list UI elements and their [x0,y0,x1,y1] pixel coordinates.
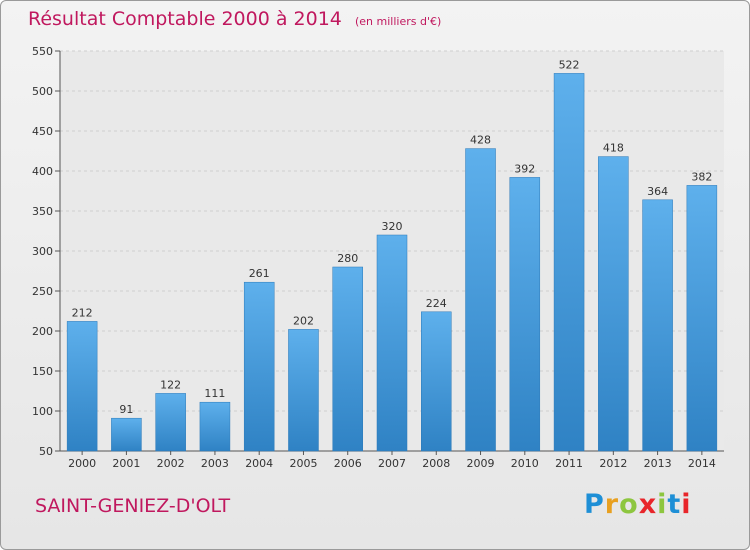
proxiti-logo: Proxiti [584,489,692,520]
x-tick-label: 2008 [422,457,450,470]
x-tick-label: 2004 [245,457,273,470]
x-tick-label: 2003 [201,457,229,470]
x-tick-label: 2002 [157,457,185,470]
bar [598,156,629,452]
data-label: 111 [204,387,225,400]
logo-letter: i [681,489,692,520]
data-label: 212 [72,306,93,319]
bar [199,401,231,452]
title-main: Résultat Comptable 2000 à 2014 [28,8,342,30]
bar [465,148,496,452]
chart-title: Résultat Comptable 2000 à 2014 (en milli… [28,8,441,30]
logo-letter: P [584,489,605,520]
data-label: 261 [249,267,270,280]
bar [288,329,319,452]
x-tick-label: 2012 [599,457,627,470]
y-tick-label: 350 [32,205,53,218]
x-tick-label: 2014 [688,457,716,470]
y-tick-label: 450 [32,125,53,138]
bar [332,266,363,452]
logo-letter: t [667,489,682,520]
bar [553,73,585,452]
bar [243,281,275,452]
bar [66,321,98,452]
location-name: SAINT-GENIEZ-D'OLT [35,495,231,517]
y-tick-label: 100 [32,405,53,418]
logo-letter: i [657,489,668,520]
data-label: 91 [119,403,133,416]
data-label: 522 [559,58,580,71]
data-label: 364 [647,185,668,198]
x-tick-label: 2013 [644,457,672,470]
data-label: 392 [514,162,535,175]
logo-letter: r [604,489,620,520]
data-label: 280 [337,252,358,265]
x-tick-label: 2001 [112,457,140,470]
x-tick-label: 2009 [467,457,495,470]
y-tick-label: 500 [32,85,53,98]
y-tick-label: 150 [32,365,53,378]
x-tick-label: 2007 [378,457,406,470]
bar [509,177,541,452]
data-label: 382 [691,170,712,183]
logo-letter: x [638,489,658,520]
bar [686,185,718,452]
data-label: 202 [293,314,314,327]
bar [376,234,408,452]
x-tick-label: 2000 [68,457,96,470]
data-label: 428 [470,134,491,147]
x-tick-label: 2011 [555,457,583,470]
y-tick-label: 550 [32,45,53,58]
data-label: 320 [382,220,403,233]
bar [155,393,186,452]
data-label: 224 [426,297,447,310]
bar [111,417,142,452]
x-tick-label: 2010 [511,457,539,470]
y-tick-label: 200 [32,325,53,338]
data-label: 418 [603,142,624,155]
x-tick-label: 2006 [334,457,362,470]
logo-letter: o [619,489,639,520]
y-tick-label: 250 [32,285,53,298]
title-unit: (en milliers d'€) [354,15,442,28]
y-tick-label: 50 [39,445,53,458]
bar [642,199,673,452]
bar [421,311,452,452]
x-tick-label: 2005 [289,457,317,470]
y-tick-label: 300 [32,245,53,258]
y-tick-label: 400 [32,165,53,178]
data-label: 122 [160,378,181,391]
